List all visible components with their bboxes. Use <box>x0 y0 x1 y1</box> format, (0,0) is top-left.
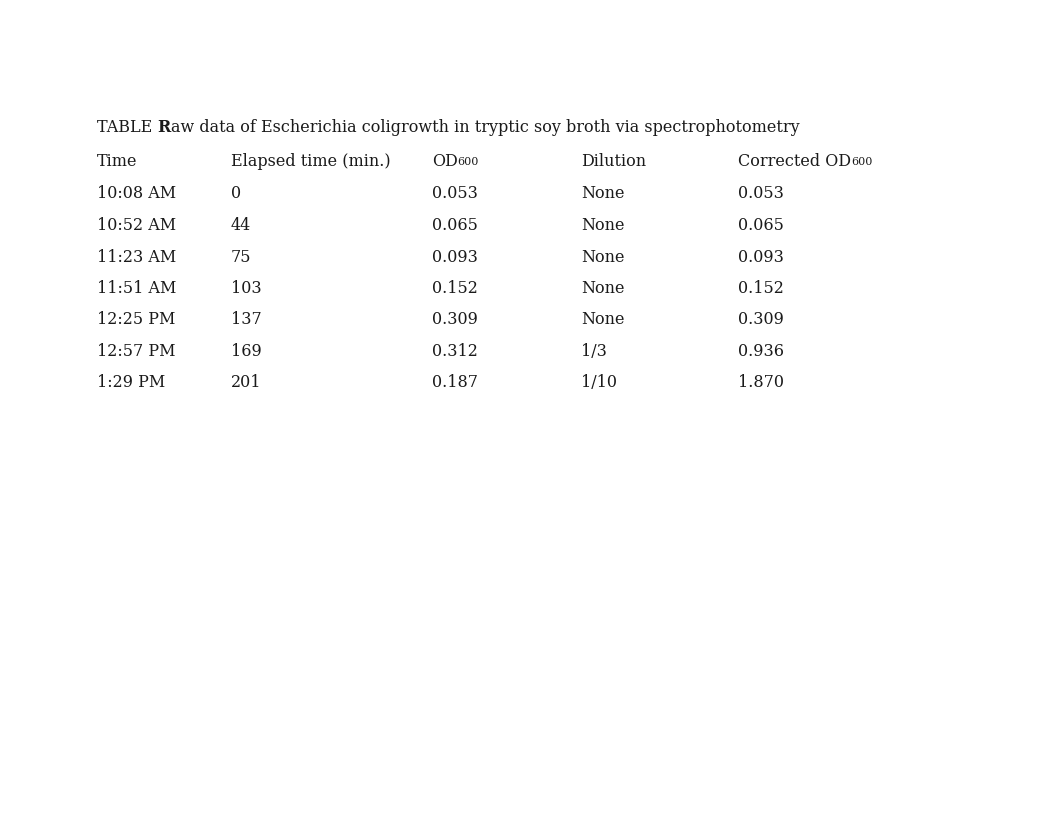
Text: 0.065: 0.065 <box>738 217 784 234</box>
Text: aw data of Escherichia coligrowth in tryptic soy broth via spectrophotometry: aw data of Escherichia coligrowth in try… <box>171 119 800 136</box>
Text: 44: 44 <box>232 217 252 234</box>
Text: 1:29 PM: 1:29 PM <box>97 374 166 391</box>
Text: 0.053: 0.053 <box>738 185 784 202</box>
Text: None: None <box>581 280 624 297</box>
Text: None: None <box>581 249 624 266</box>
Text: 0.093: 0.093 <box>432 249 478 266</box>
Text: 10:52 AM: 10:52 AM <box>97 217 176 234</box>
Text: 0.053: 0.053 <box>432 185 478 202</box>
Text: TABLE: TABLE <box>97 119 157 136</box>
Text: 0.936: 0.936 <box>738 343 784 360</box>
Text: 600: 600 <box>458 157 479 167</box>
Text: 0.152: 0.152 <box>432 280 478 297</box>
Text: None: None <box>581 217 624 234</box>
Text: 103: 103 <box>232 280 261 297</box>
Text: 12:57 PM: 12:57 PM <box>97 343 175 360</box>
Text: 0.312: 0.312 <box>432 343 478 360</box>
Text: 11:51 AM: 11:51 AM <box>97 280 176 297</box>
Text: 0.187: 0.187 <box>432 374 478 391</box>
Text: Elapsed time (min.): Elapsed time (min.) <box>232 153 391 170</box>
Text: 0.065: 0.065 <box>432 217 478 234</box>
Text: 12:25 PM: 12:25 PM <box>97 311 175 328</box>
Text: 201: 201 <box>232 374 261 391</box>
Text: OD: OD <box>432 153 458 170</box>
Text: 1/10: 1/10 <box>581 374 617 391</box>
Text: None: None <box>581 185 624 202</box>
Text: None: None <box>581 311 624 328</box>
Text: 1.870: 1.870 <box>738 374 784 391</box>
Text: 0: 0 <box>232 185 241 202</box>
Text: 1/3: 1/3 <box>581 343 606 360</box>
Text: 0.309: 0.309 <box>738 311 784 328</box>
Text: 10:08 AM: 10:08 AM <box>97 185 176 202</box>
Text: Dilution: Dilution <box>581 153 646 170</box>
Text: 600: 600 <box>851 157 872 167</box>
Text: 0.093: 0.093 <box>738 249 784 266</box>
Text: 0.309: 0.309 <box>432 311 478 328</box>
Text: Time: Time <box>97 153 137 170</box>
Text: 169: 169 <box>232 343 261 360</box>
Text: R: R <box>157 119 171 136</box>
Text: Corrected OD: Corrected OD <box>738 153 851 170</box>
Text: 137: 137 <box>232 311 261 328</box>
Text: 0.152: 0.152 <box>738 280 784 297</box>
Text: 11:23 AM: 11:23 AM <box>97 249 176 266</box>
Text: 75: 75 <box>232 249 252 266</box>
